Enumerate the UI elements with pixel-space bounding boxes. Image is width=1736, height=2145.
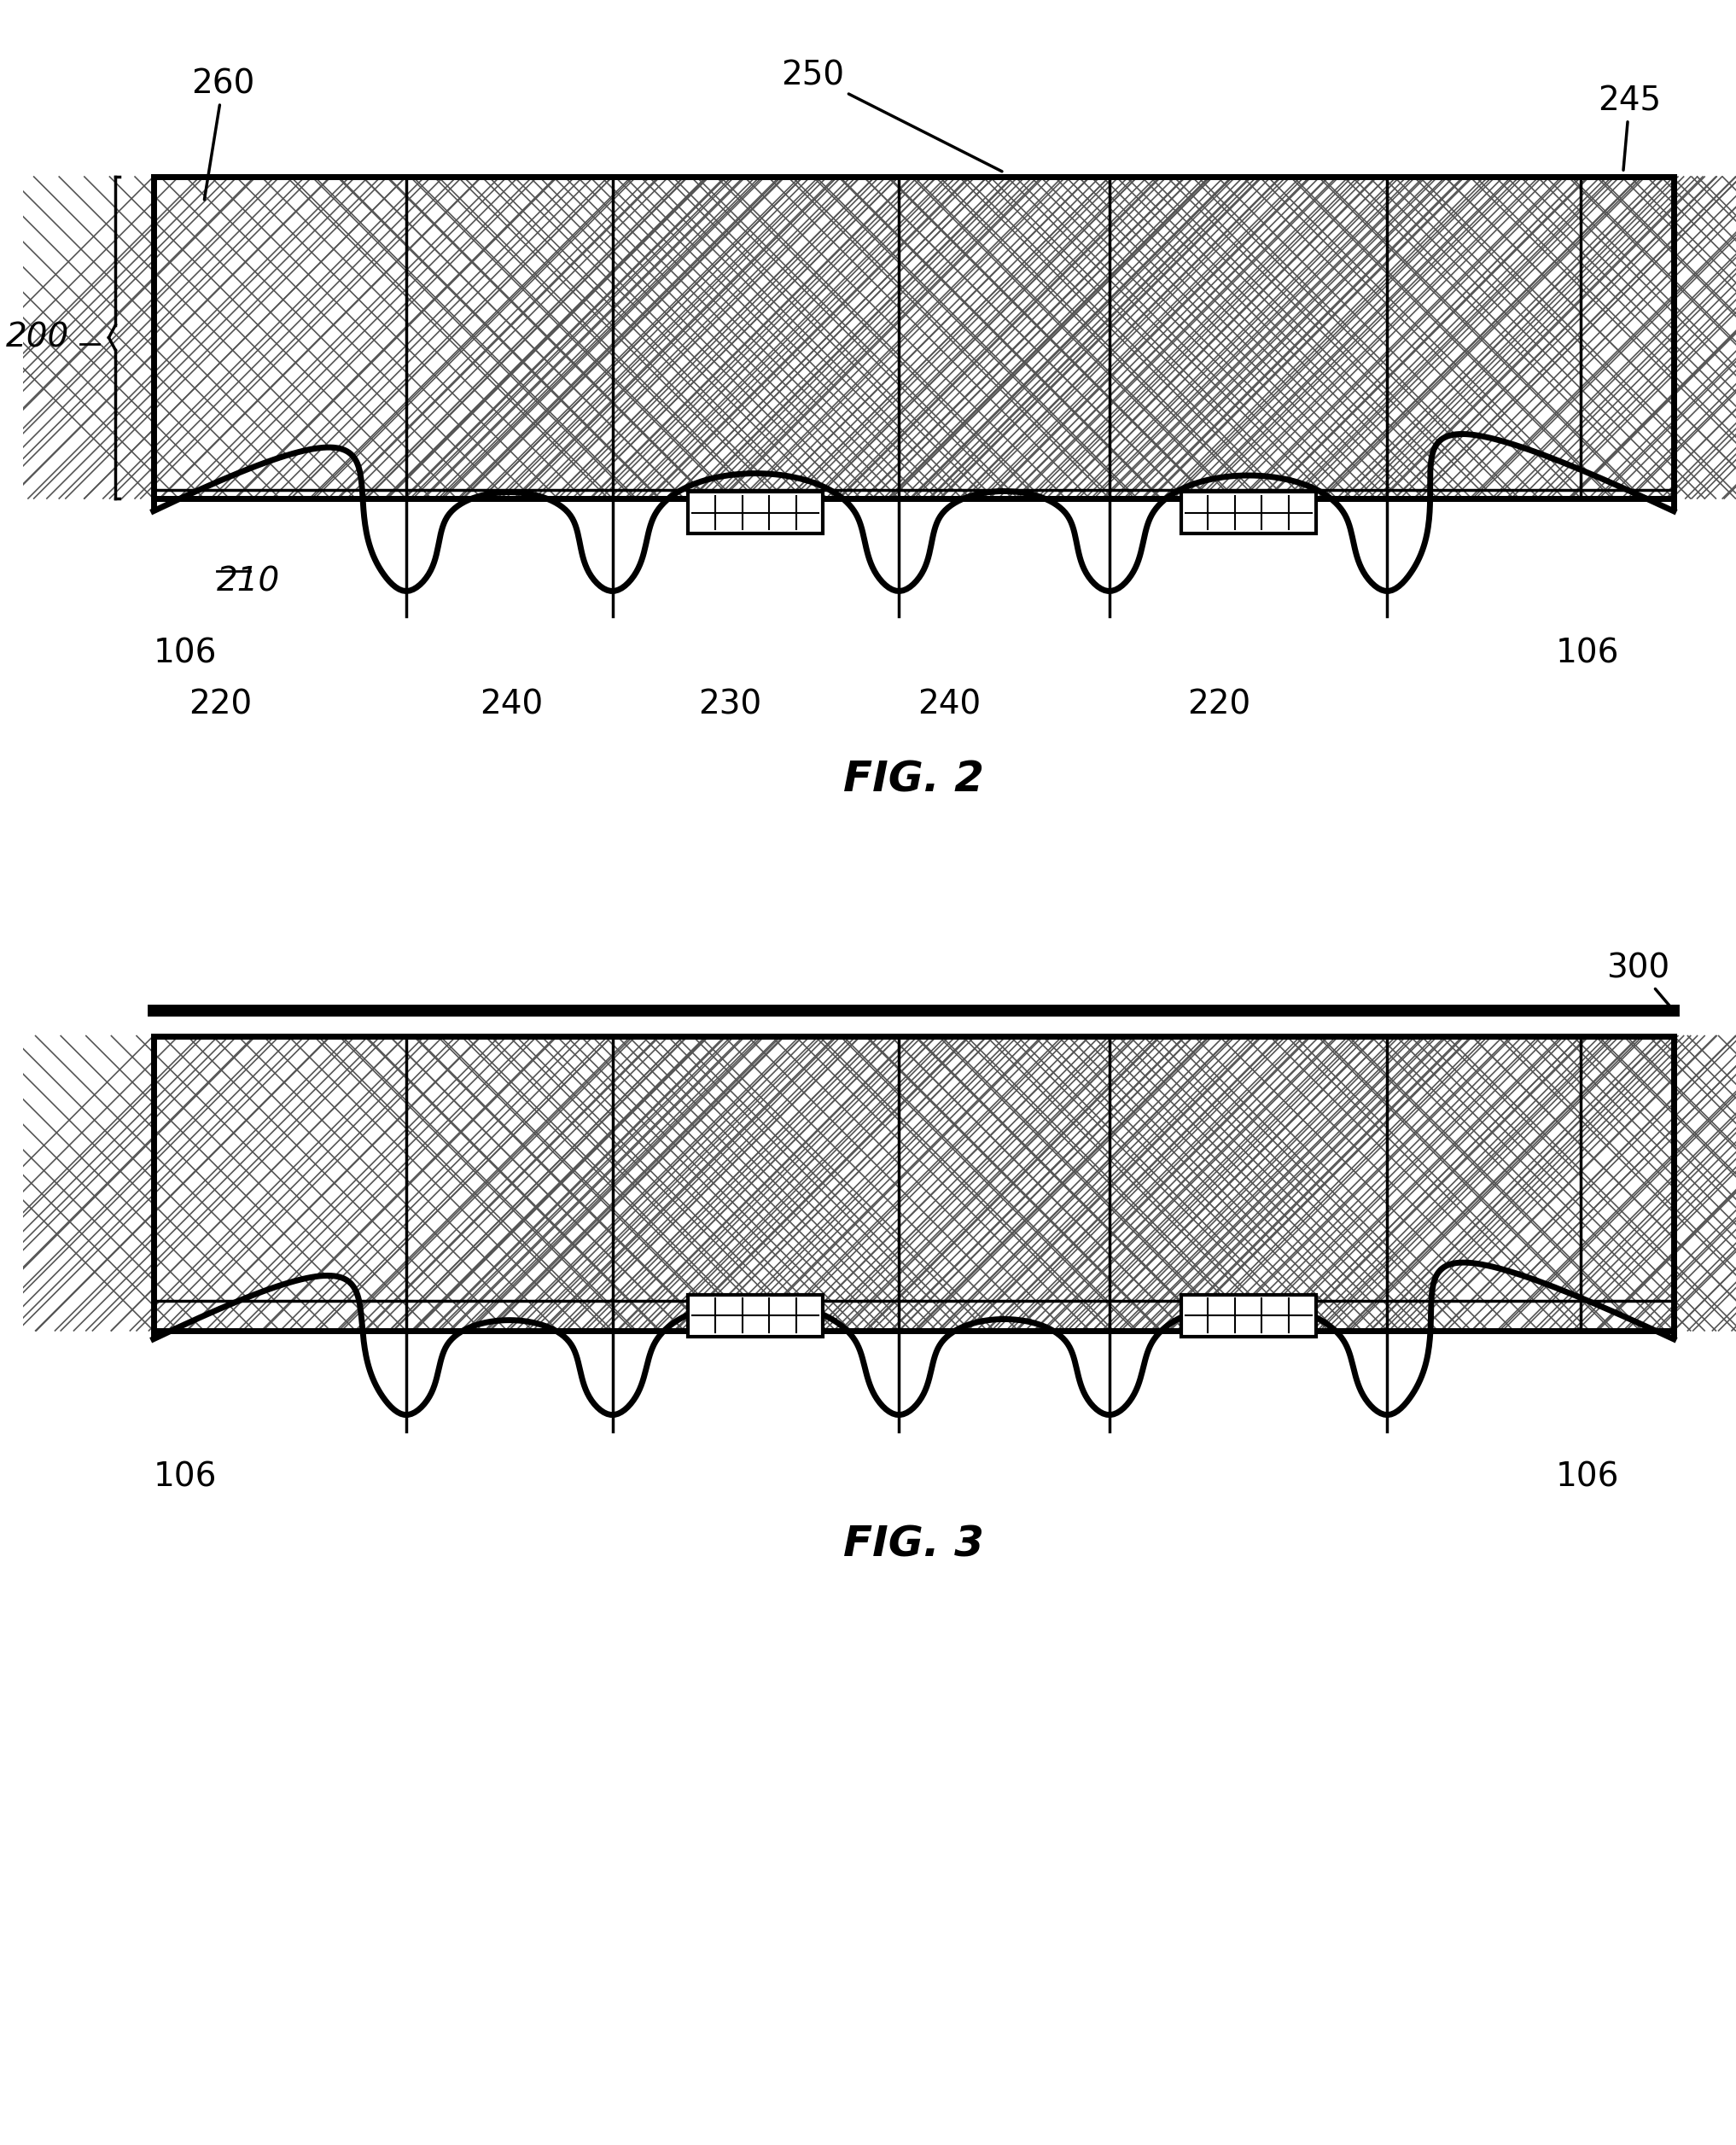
Bar <box>1581 176 1674 498</box>
Bar <box>153 176 406 498</box>
Text: 200: 200 <box>5 322 69 354</box>
Bar <box>899 176 1109 498</box>
Bar <box>1180 1293 1316 1336</box>
Text: 230: 230 <box>698 689 762 721</box>
Bar <box>613 1036 899 1330</box>
Bar <box>1180 491 1316 534</box>
Text: 106: 106 <box>153 637 217 669</box>
Bar <box>406 1036 613 1330</box>
Text: 220: 220 <box>1187 689 1250 721</box>
Text: FIG. 3: FIG. 3 <box>844 1525 984 1566</box>
Bar <box>613 176 899 498</box>
Text: 106: 106 <box>1555 1461 1620 1493</box>
Text: 220: 220 <box>189 689 252 721</box>
Text: 240: 240 <box>918 689 981 721</box>
Text: 106: 106 <box>153 1461 217 1493</box>
Text: 250: 250 <box>781 60 1002 172</box>
Bar <box>687 491 823 534</box>
Bar <box>687 1293 823 1336</box>
Text: 240: 240 <box>479 689 543 721</box>
Text: 300: 300 <box>1606 952 1672 1008</box>
Bar <box>1581 1036 1674 1330</box>
Bar <box>153 176 1674 498</box>
Bar <box>1387 1036 1581 1330</box>
Bar <box>153 1036 1674 1330</box>
Bar <box>1109 1036 1387 1330</box>
Bar <box>153 1036 406 1330</box>
Bar <box>899 1036 1109 1330</box>
Text: 106: 106 <box>1555 637 1620 669</box>
Text: FIG. 2: FIG. 2 <box>844 759 984 800</box>
Text: 210: 210 <box>217 566 279 598</box>
Bar <box>1387 176 1581 498</box>
Bar <box>1109 176 1387 498</box>
Text: 245: 245 <box>1597 84 1661 169</box>
Text: 260: 260 <box>191 69 255 199</box>
Bar <box>406 176 613 498</box>
